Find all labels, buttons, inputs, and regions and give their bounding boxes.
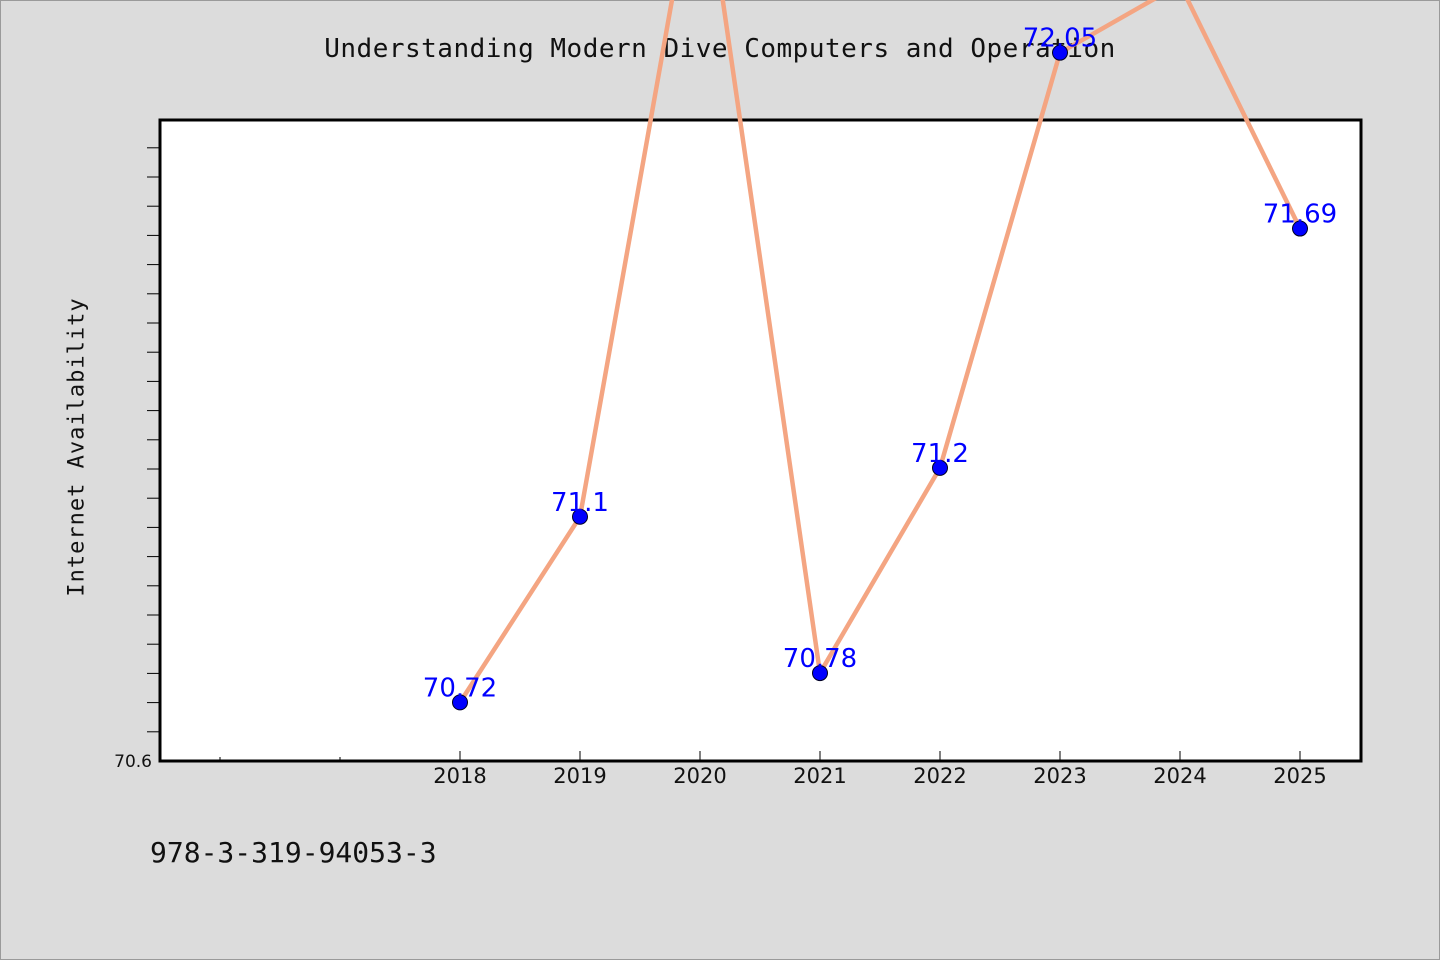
x-tick-label: 2021 [793,764,846,788]
data-point [572,508,588,525]
data-point [812,665,828,682]
data-label: 70.72 [423,673,497,703]
data-point [452,694,468,711]
x-tick-label: 2022 [913,764,966,788]
x-tick-label: 2024 [1153,764,1206,788]
data-label: 71.69 [1263,200,1337,230]
x-tick-label: 2019 [553,764,606,788]
footer-code: 978-3-319-94053-3 [150,836,437,869]
data-label: 71.2 [911,439,969,469]
data-point [932,459,948,476]
data-label: 72.05 [1023,24,1097,54]
y-tick-label: 70.6 [114,752,152,772]
data-label: 70.78 [783,644,857,674]
series-line [457,0,1303,705]
x-tick-label: 2025 [1273,764,1326,788]
data-markers [452,44,1308,711]
data-point [1292,220,1308,237]
chart-title: Understanding Modern Dive Computers and … [324,34,1116,64]
y-axis-ticks: 70.6 [114,147,159,772]
plot-area [158,118,1363,763]
x-tick-label: 2020 [673,764,726,788]
x-axis-ticks: 2018 2019 2020 2021 2022 2023 2024 2025 [219,751,1327,788]
x-tick-label: 2023 [1033,764,1086,788]
data-label: 71.1 [551,488,609,518]
series-lines [457,0,1303,705]
data-point [1052,44,1068,61]
x-tick-label: 2018 [433,764,486,788]
